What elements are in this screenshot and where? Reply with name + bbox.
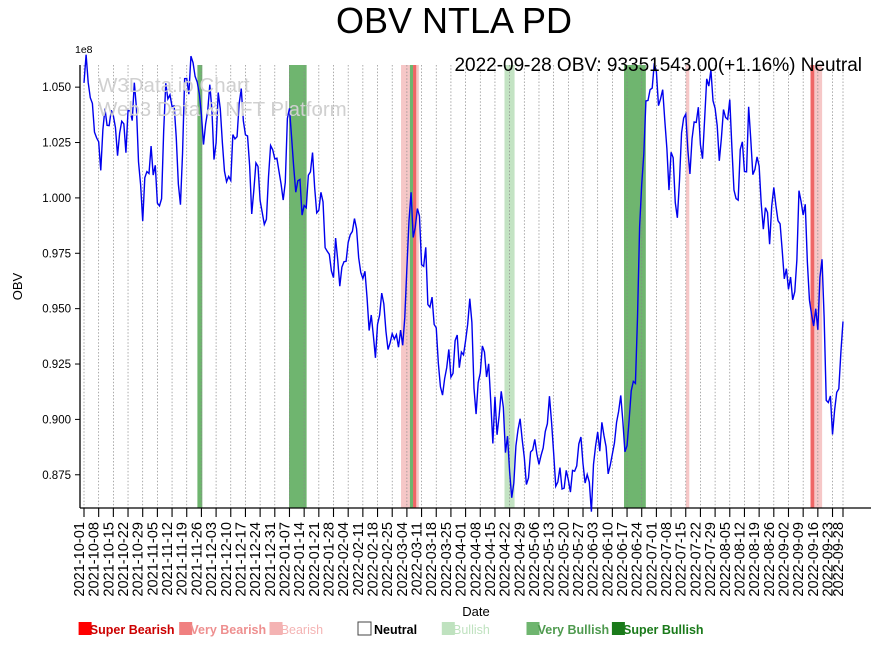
svg-text:2022-01-14: 2022-01-14 (292, 522, 308, 597)
svg-text:OBV: OBV (10, 272, 25, 300)
svg-text:2022-07-29: 2022-07-29 (703, 522, 719, 597)
svg-text:2022-06-03: 2022-06-03 (586, 522, 602, 597)
svg-text:2021-11-05: 2021-11-05 (145, 522, 161, 596)
svg-text:2021-10-01: 2021-10-01 (72, 522, 88, 597)
svg-text:2021-10-22: 2021-10-22 (116, 522, 132, 597)
svg-text:1.025: 1.025 (42, 138, 71, 150)
svg-text:2021-11-26: 2021-11-26 (189, 522, 205, 596)
svg-text:2022-03-04: 2022-03-04 (395, 522, 411, 597)
svg-text:2022-08-26: 2022-08-26 (762, 522, 778, 597)
svg-text:2022-07-01: 2022-07-01 (644, 522, 660, 597)
svg-text:Date: Date (462, 604, 489, 619)
svg-text:2021-10-08: 2021-10-08 (87, 522, 103, 597)
svg-text:1.000: 1.000 (42, 193, 71, 205)
svg-text:0.950: 0.950 (42, 304, 71, 316)
svg-text:2021-12-03: 2021-12-03 (204, 522, 220, 597)
svg-text:2022-04-08: 2022-04-08 (468, 522, 484, 597)
svg-text:0.975: 0.975 (42, 248, 71, 260)
svg-text:2021-10-15: 2021-10-15 (101, 522, 117, 597)
svg-text:2022-04-01: 2022-04-01 (454, 522, 470, 597)
svg-text:2022-08-19: 2022-08-19 (747, 522, 763, 597)
svg-text:2022-07-08: 2022-07-08 (659, 522, 675, 597)
svg-text:2021-12-17: 2021-12-17 (233, 522, 249, 597)
svg-text:Super Bullish: Super Bullish (623, 623, 704, 637)
svg-text:2022-05-20: 2022-05-20 (556, 522, 572, 597)
svg-text:2022-01-07: 2022-01-07 (277, 522, 293, 597)
svg-text:2021-12-10: 2021-12-10 (219, 522, 235, 597)
svg-text:2022-02-11: 2022-02-11 (351, 522, 367, 596)
svg-text:Web3 Data & NFT Platform: Web3 Data & NFT Platform (98, 98, 347, 121)
svg-text:2022-02-25: 2022-02-25 (380, 522, 396, 597)
svg-text:2022-02-04: 2022-02-04 (336, 522, 352, 597)
svg-text:2022-03-25: 2022-03-25 (439, 522, 455, 597)
svg-text:2022-05-27: 2022-05-27 (571, 522, 587, 597)
svg-text:0.900: 0.900 (42, 414, 71, 426)
svg-text:Bearish: Bearish (281, 623, 323, 637)
svg-text:2021-11-12: 2021-11-12 (160, 522, 176, 596)
svg-text:2022-07-22: 2022-07-22 (688, 522, 704, 597)
svg-text:Very Bullish: Very Bullish (538, 623, 610, 637)
svg-text:2022-09-09: 2022-09-09 (791, 522, 807, 597)
svg-text:0.875: 0.875 (42, 470, 71, 482)
svg-text:2022-08-12: 2022-08-12 (732, 522, 748, 597)
svg-text:2021-12-24: 2021-12-24 (248, 522, 264, 597)
svg-text:2022-05-13: 2022-05-13 (542, 522, 558, 597)
svg-text:2022-01-28: 2022-01-28 (322, 522, 338, 597)
svg-text:2022-06-17: 2022-06-17 (615, 522, 631, 597)
svg-text:2022-01-21: 2022-01-21 (307, 522, 323, 597)
svg-text:1e8: 1e8 (75, 44, 93, 56)
svg-text:2022-08-05: 2022-08-05 (718, 522, 734, 597)
svg-text:2021-12-31: 2021-12-31 (263, 522, 279, 597)
svg-text:2022-04-15: 2022-04-15 (483, 522, 499, 597)
svg-text:W3Data.io Chart: W3Data.io Chart (98, 74, 250, 97)
svg-text:2022-04-29: 2022-04-29 (512, 522, 528, 597)
svg-text:Very Bearish: Very Bearish (190, 623, 266, 637)
svg-text:Bullish: Bullish (453, 623, 490, 637)
svg-text:2022-04-22: 2022-04-22 (498, 522, 514, 597)
svg-text:2022-02-18: 2022-02-18 (366, 522, 382, 597)
svg-text:2022-05-06: 2022-05-06 (527, 522, 543, 597)
svg-text:2022-06-24: 2022-06-24 (630, 522, 646, 597)
svg-text:2022-09-28: 2022-09-28 (831, 522, 847, 597)
svg-text:1.050: 1.050 (42, 82, 71, 94)
svg-text:2022-03-18: 2022-03-18 (424, 522, 440, 597)
svg-text:Super Bearish: Super Bearish (90, 623, 175, 637)
svg-text:2022-09-16: 2022-09-16 (806, 522, 822, 597)
svg-text:0.925: 0.925 (42, 359, 71, 371)
svg-text:OBV NTLA PD: OBV NTLA PD (336, 0, 572, 41)
svg-text:2022-03-11: 2022-03-11 (410, 522, 426, 596)
svg-text:2021-10-29: 2021-10-29 (131, 522, 147, 597)
svg-text:2022-09-28 OBV: 93351543.00(+1: 2022-09-28 OBV: 93351543.00(+1.16%) Neut… (454, 55, 862, 76)
svg-text:2022-06-10: 2022-06-10 (600, 522, 616, 597)
svg-text:2022-09-02: 2022-09-02 (776, 522, 792, 597)
svg-text:2022-07-15: 2022-07-15 (674, 522, 690, 597)
svg-text:Neutral: Neutral (374, 623, 417, 637)
svg-text:2021-11-19: 2021-11-19 (175, 522, 191, 596)
